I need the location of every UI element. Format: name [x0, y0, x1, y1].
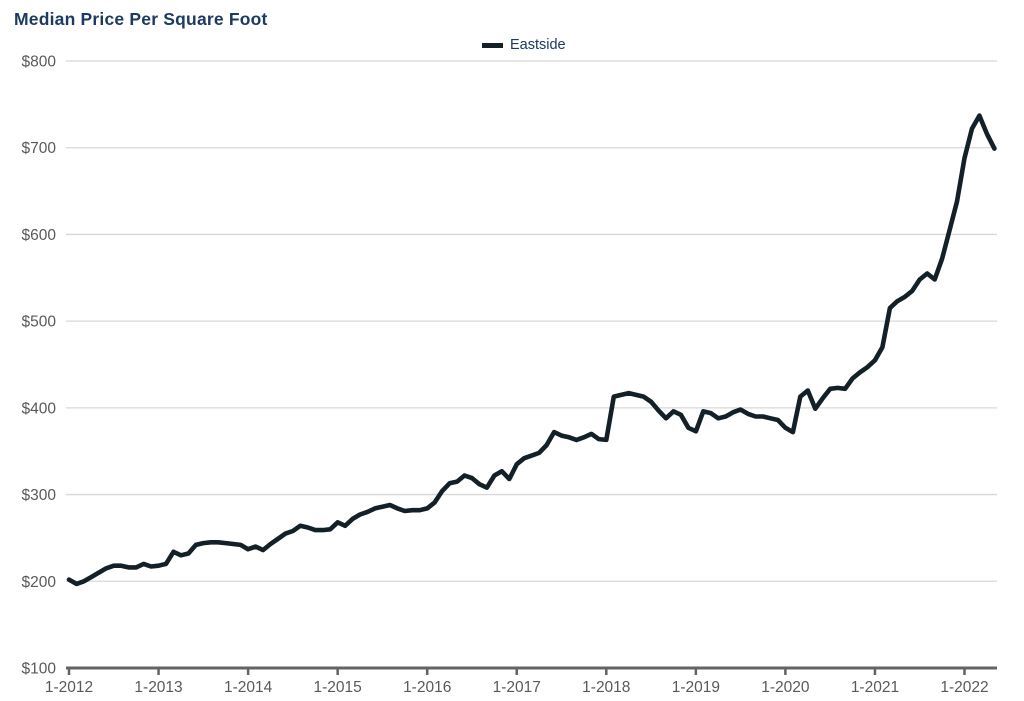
x-axis-label: 1-2017 [493, 679, 541, 696]
x-axis-label: 1-2020 [761, 679, 810, 696]
x-axis-label: 1-2019 [672, 679, 720, 696]
legend: Eastside [482, 37, 566, 53]
x-axis-label: 1-2018 [582, 679, 630, 696]
x-axis-label: 1-2014 [224, 679, 273, 696]
x-axis-label: 1-2015 [314, 679, 362, 696]
eastside-legend-marker-icon [482, 42, 503, 48]
x-axis-label: 1-2022 [940, 679, 988, 696]
chart-title: Median Price Per Square Foot [14, 9, 268, 29]
y-axis-label: $400 [22, 400, 57, 417]
y-axis-label: $100 [22, 661, 57, 678]
y-axis-label: $200 [22, 574, 57, 591]
y-axis-label: $600 [22, 227, 57, 244]
x-axis-label: 1-2021 [851, 679, 899, 696]
y-axis-label: $800 [22, 54, 57, 71]
y-axis-label: $500 [22, 314, 57, 331]
price-line-eastside [66, 113, 997, 587]
x-axis-label: 1-2013 [134, 679, 182, 696]
y-axis-label: $300 [22, 487, 57, 504]
x-axis-label: 1-2016 [403, 679, 451, 696]
x-axis-label: 1-2012 [45, 679, 93, 696]
legend-label-eastside: Eastside [510, 37, 566, 53]
y-axis-label: $700 [22, 140, 57, 157]
